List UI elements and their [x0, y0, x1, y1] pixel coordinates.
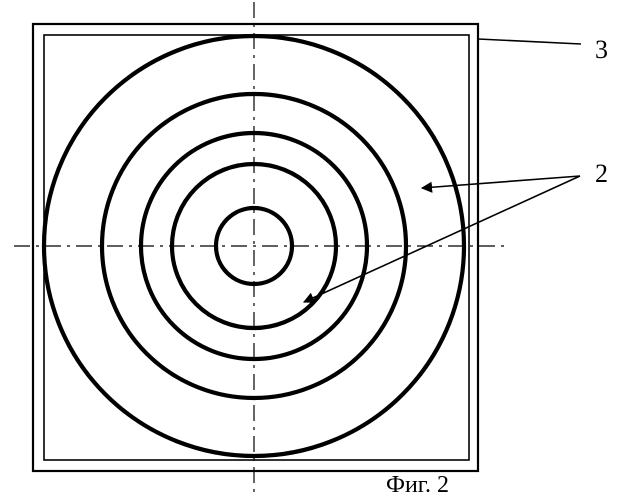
leader-3 — [478, 39, 581, 44]
outer-frame — [33, 24, 478, 471]
figure-caption: Фиг. 2 — [386, 472, 449, 498]
label-2: 2 — [595, 159, 608, 188]
leader-2-1 — [304, 176, 580, 302]
label-3: 3 — [595, 35, 608, 64]
